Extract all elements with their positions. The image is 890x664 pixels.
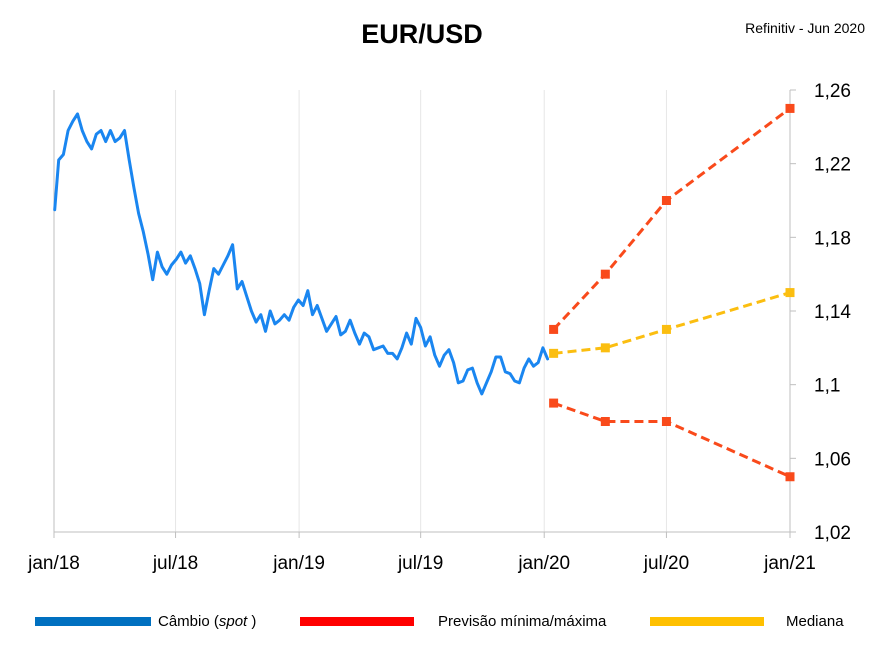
marker-1-0-3 <box>785 103 795 113</box>
legend-swatch-median <box>650 617 764 626</box>
x-tick-label-2: jan/19 <box>272 553 325 574</box>
marker-1-0-0 <box>549 324 559 334</box>
x-tick-label-6: jan/21 <box>763 553 816 574</box>
y-tick-label-2: 1,1 <box>814 376 840 397</box>
axes <box>53 90 791 533</box>
legend-swatch-min-max <box>300 617 414 626</box>
legend: Câmbio (spot ) Previsão mínima/máxima Me… <box>35 613 844 630</box>
series-line-1-1 <box>553 401 791 479</box>
y-tick-label-1: 1,06 <box>814 449 851 470</box>
marker-1-1-0 <box>549 398 559 408</box>
vertical-gridlines <box>175 90 667 532</box>
marker-1-1-2 <box>661 417 671 426</box>
y-tick-label-0: 1,02 <box>814 523 851 544</box>
series-line-1-0 <box>552 107 791 331</box>
y-tick-label-4: 1,18 <box>814 228 851 249</box>
marker-1-1-3 <box>785 472 795 482</box>
marker-1-1-1 <box>600 417 610 426</box>
legend-label-min-max: Previsão mínima/máxima <box>438 613 607 630</box>
marker-1-0-2 <box>661 196 671 205</box>
marker-2-0-2 <box>661 324 671 334</box>
y-tick-label-6: 1,26 <box>814 81 851 102</box>
marker-2-0-0 <box>549 348 559 358</box>
x-tick-label-1: jul/18 <box>152 553 198 574</box>
series-line-spot <box>53 112 550 396</box>
legend-swatch-spot <box>35 617 151 626</box>
series-group <box>53 103 795 482</box>
source-note: Refinitiv - Jun 2020 <box>745 20 865 36</box>
y-tick-label-3: 1,14 <box>814 302 851 323</box>
x-tick-label-4: jan/20 <box>517 553 570 574</box>
marker-2-0-1 <box>600 343 610 353</box>
x-axis-ticks: jan/18 jul/18 jan/19 jul/19 jan/20 jul/20 jan/… <box>27 532 816 574</box>
legend-label-median: Mediana <box>786 613 844 630</box>
x-tick-label-5: jul/20 <box>643 553 689 574</box>
legend-label-spot: Câmbio (spot ) <box>158 613 256 630</box>
chart-title: EUR/USD <box>361 19 483 49</box>
y-tick-label-5: 1,22 <box>814 155 851 176</box>
marker-1-0-1 <box>600 269 610 279</box>
x-tick-label-0: jan/18 <box>27 553 80 574</box>
series-line-2-0 <box>553 291 791 355</box>
y-axis-ticks: 1,02 1,06 1,1 1,14 1,18 1,22 1,26 <box>790 81 851 544</box>
x-tick-label-3: jul/19 <box>397 553 443 574</box>
marker-2-0-3 <box>785 288 795 298</box>
